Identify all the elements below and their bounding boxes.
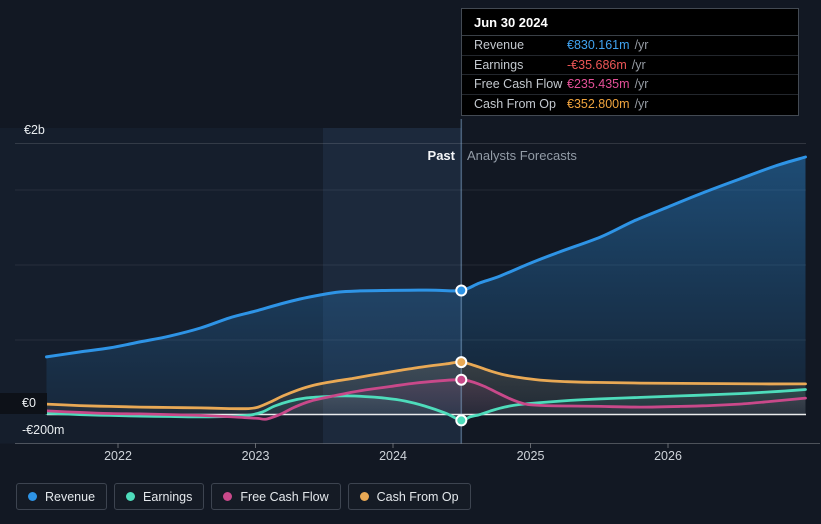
legend-dot	[28, 492, 37, 501]
tooltip-date: Jun 30 2024	[462, 9, 798, 36]
legend: Revenue Earnings Free Cash Flow Cash From O…	[16, 483, 471, 510]
x-axis-label-2026: 2026	[654, 449, 682, 463]
tooltip-row-value: -€35.686m	[567, 57, 627, 72]
tooltip-row-value: €235.435m	[567, 77, 630, 92]
x-axis-label-2022: 2022	[104, 449, 132, 463]
series-lines	[45, 155, 807, 422]
x-axis-label-2023: 2023	[242, 449, 270, 463]
legend-dot	[359, 492, 369, 501]
series-area-fills	[46, 157, 806, 421]
tooltip-row-label: Cash From Op	[474, 96, 556, 111]
data-point-markers	[455, 284, 468, 427]
free-cash-flow-line	[45, 378, 807, 421]
legend-label: Cash From Op	[376, 489, 459, 504]
legend-item-free-cash-flow[interactable]: Free Cash Flow	[211, 483, 341, 510]
cash-from-op-marker	[455, 356, 468, 369]
legend-dot	[126, 492, 136, 501]
y-axis-label-zero: €0	[0, 393, 47, 414]
free-cash-flow-area	[46, 379, 806, 420]
tooltip-row: Free Cash Flow €235.435m/yr	[462, 75, 798, 95]
revenue-area	[46, 157, 806, 415]
free-cash-flow-marker	[455, 373, 468, 386]
x-axis-ticks: 2022 2023 2024 2025 2026	[104, 443, 682, 463]
x-axis-label-2025: 2025	[517, 449, 545, 463]
analysts-forecasts-label: Analysts Forecasts	[467, 148, 577, 163]
tooltip-row: Cash From Op €352.800m/yr	[462, 95, 798, 116]
legend-label: Revenue	[45, 489, 96, 504]
chart-plot-area[interactable]: 2022 2023 2024 2025 2026	[0, 0, 821, 470]
tooltip-row-suffix: /yr	[634, 77, 649, 92]
past-label: Past	[427, 148, 455, 163]
tooltip-row-label: Revenue	[474, 38, 525, 53]
legend-item-revenue[interactable]: Revenue	[16, 483, 108, 510]
revenue-marker	[455, 284, 468, 297]
legend-dot	[223, 492, 233, 501]
earnings-marker	[455, 414, 468, 427]
legend-label: Free Cash Flow	[240, 489, 329, 504]
x-axis-label-2024: 2024	[379, 449, 407, 463]
tooltip-row-label: Earnings	[474, 57, 524, 72]
cash-from-op-line	[45, 360, 807, 411]
tooltip-row-value: €352.800m	[567, 96, 630, 111]
legend-item-cash-from-op[interactable]: Cash From Op	[347, 483, 471, 510]
tooltip-row-suffix: /yr	[634, 38, 649, 53]
tooltip-row-label: Free Cash Flow	[474, 77, 563, 92]
legend-item-earnings[interactable]: Earnings	[114, 483, 205, 510]
tooltip-row-value: €830.161m	[567, 38, 630, 53]
tooltip-row: Revenue €830.161m/yr	[462, 36, 798, 56]
tooltip-row-suffix: /yr	[631, 57, 646, 72]
tooltip-rows: Revenue €830.161m/yr Earnings -€35.686m/yr F…	[462, 36, 798, 115]
revenue-line	[45, 155, 807, 359]
legend-label: Earnings	[143, 489, 193, 504]
y-axis-label-neg200m: -€200m	[22, 423, 65, 437]
tooltip-row-suffix: /yr	[634, 96, 649, 111]
tooltip: Jun 30 2024 Revenue €830.161m/yr Earnings -…	[461, 8, 799, 116]
y-axis-label-2b: €2b	[24, 123, 45, 137]
tooltip-row: Earnings -€35.686m/yr	[462, 56, 798, 75]
